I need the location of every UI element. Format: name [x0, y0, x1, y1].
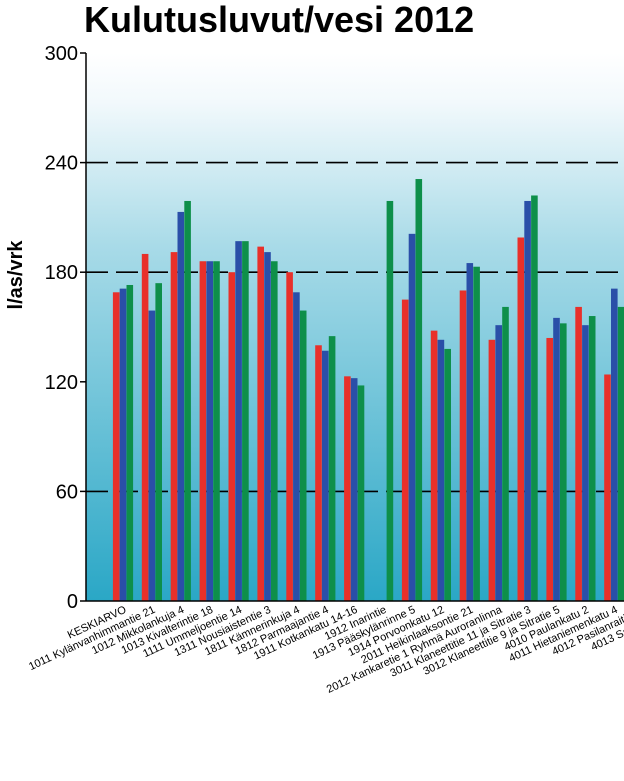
bar [344, 376, 351, 601]
bar [575, 306, 582, 601]
bar [588, 316, 596, 601]
bar [582, 325, 589, 601]
y-tick-label: 240 [45, 153, 78, 175]
bar [546, 337, 553, 601]
bar [257, 246, 264, 601]
bar [401, 299, 409, 601]
bar [604, 374, 611, 601]
bar [293, 292, 300, 601]
bar [228, 272, 236, 601]
bar [386, 200, 394, 601]
chart-title: Kulutusluvut/vesi 2012 [84, 0, 475, 40]
bar [495, 325, 502, 601]
bar [553, 317, 560, 601]
bar [206, 261, 213, 601]
y-tick-label: 180 [45, 262, 78, 284]
bars [112, 179, 624, 602]
bar [473, 266, 480, 601]
bar [148, 310, 156, 601]
bar [126, 284, 134, 601]
bar [112, 292, 120, 601]
bar [524, 200, 531, 601]
bar [328, 336, 336, 601]
bar [531, 195, 538, 602]
bar [199, 261, 207, 601]
bar [322, 350, 329, 601]
y-axis-label: l/as/vrk [5, 240, 27, 310]
bar [350, 378, 358, 601]
bar [184, 200, 191, 601]
bar [155, 283, 162, 601]
bar [357, 385, 365, 601]
bar [264, 252, 271, 602]
bar [560, 323, 567, 601]
bar [437, 339, 445, 601]
bar [611, 288, 618, 601]
bar [502, 306, 509, 601]
bar [141, 253, 149, 601]
bar [286, 272, 293, 601]
bar [177, 211, 185, 602]
bar [242, 241, 249, 601]
bar [517, 237, 525, 602]
y-ticks: 0 60 120 180 240 300 [45, 43, 86, 613]
bar [444, 348, 451, 601]
bar [315, 345, 322, 601]
bar [415, 179, 423, 602]
bar [213, 261, 220, 601]
y-tick-label: 120 [45, 372, 78, 394]
bar [430, 330, 438, 601]
y-tick-label: 300 [45, 43, 78, 65]
bar [408, 233, 416, 601]
bar [299, 310, 307, 601]
bar [271, 261, 278, 601]
bar [617, 306, 624, 601]
bar [119, 288, 127, 601]
bar [459, 290, 467, 601]
bar [488, 339, 496, 601]
bar [235, 241, 242, 601]
bar [466, 263, 474, 601]
y-tick-label: 60 [56, 481, 78, 503]
bar [170, 252, 178, 602]
y-tick-label: 0 [67, 591, 78, 613]
